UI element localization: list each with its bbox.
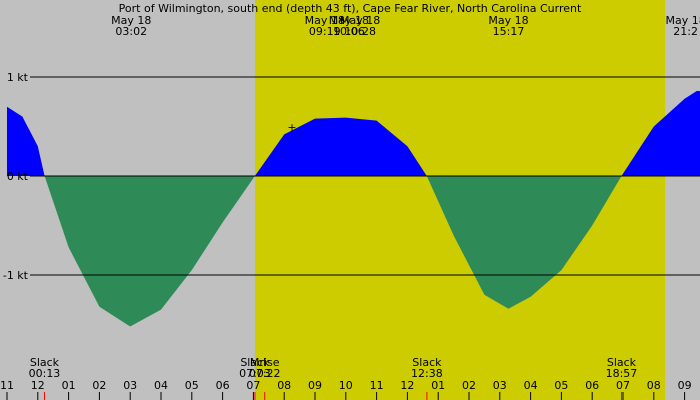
x-tick-label: 12 xyxy=(31,379,45,392)
x-tick-label: 01 xyxy=(62,379,76,392)
x-tick-label: 03 xyxy=(493,379,507,392)
x-tick-label: 07 xyxy=(246,379,260,392)
x-tick-label: 06 xyxy=(216,379,230,392)
max-marker: + xyxy=(287,121,296,134)
event-time-label: 10:28 xyxy=(344,25,376,38)
event-date-label: May 18 xyxy=(666,14,700,27)
flood-area xyxy=(621,90,700,176)
event-type-label: Slack xyxy=(607,356,637,369)
event-time-label: 07:22 xyxy=(249,367,281,380)
x-tick-label: 04 xyxy=(524,379,538,392)
x-tick-label: 11 xyxy=(0,379,14,392)
x-tick-label: 10 xyxy=(339,379,353,392)
x-tick-label: 08 xyxy=(647,379,661,392)
event-time-label: 12:38 xyxy=(411,367,443,380)
ebb-area xyxy=(426,176,622,309)
event-time-label: 07:03 xyxy=(239,367,271,380)
x-tick-label: 07 xyxy=(616,379,630,392)
event-time-label: 15:17 xyxy=(493,25,525,38)
gridline-layer xyxy=(30,76,700,276)
x-tick-label: 12 xyxy=(400,379,414,392)
y-tick-label: 1 kt xyxy=(7,71,29,84)
ebb-area xyxy=(44,176,255,327)
event-type-label: Slack xyxy=(412,356,442,369)
x-tick-label: 11 xyxy=(370,379,384,392)
current-area-layer xyxy=(7,90,700,327)
flood-area xyxy=(7,106,45,176)
x-tick-label: 09 xyxy=(678,379,692,392)
x-tick-label: 03 xyxy=(123,379,137,392)
event-time-label: 18:57 xyxy=(606,367,638,380)
x-axis-ticks: 11 12 01 02 03 04 05 06 07 08 09 10 11 12 01 02 03 04 05 06… xyxy=(0,379,692,400)
event-date-label: May 18 xyxy=(329,14,369,27)
event-date-label: May 18 xyxy=(340,14,380,27)
event-time-label: 10:06 xyxy=(333,25,365,38)
event-time-label: 03:02 xyxy=(115,25,147,38)
flood-area xyxy=(254,117,427,176)
event-time-label: 21:2 xyxy=(673,25,698,38)
y-tick-label: 0 kt xyxy=(7,170,29,183)
event-date-label: May 18 xyxy=(488,14,528,27)
bottom-event-labels: Slack00:13Slack07:03Mrise07:22Slack12:38… xyxy=(29,356,638,400)
x-tick-label: 09 xyxy=(308,379,322,392)
event-date-label: May 18 xyxy=(111,14,151,27)
event-type-label: Slack xyxy=(240,356,270,369)
event-time-label: 09:19 xyxy=(309,25,341,38)
y-axis-labels: 1 kt 0 kt -1 kt xyxy=(3,71,29,282)
event-type-label: Slack xyxy=(30,356,60,369)
x-tick-label: 05 xyxy=(554,379,568,392)
y-tick-label: -1 kt xyxy=(3,269,29,282)
x-tick-label: 02 xyxy=(92,379,106,392)
event-type-label: Mrise xyxy=(250,356,280,369)
x-tick-label: 08 xyxy=(277,379,291,392)
x-tick-label: 01 xyxy=(431,379,445,392)
x-tick-label: 06 xyxy=(585,379,599,392)
x-tick-label: 04 xyxy=(154,379,168,392)
x-tick-label: 05 xyxy=(185,379,199,392)
chart-title: Port of Wilmington, south end (depth 43 … xyxy=(119,2,582,15)
event-date-label: May 18 xyxy=(305,14,345,27)
event-time-label: 00:13 xyxy=(29,367,61,380)
x-tick-label: 02 xyxy=(462,379,476,392)
